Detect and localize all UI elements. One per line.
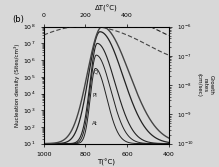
Text: Q: Q	[93, 69, 98, 74]
Y-axis label: Nucleation density (Sites/cm³): Nucleation density (Sites/cm³)	[14, 43, 20, 127]
Text: (b): (b)	[13, 15, 25, 24]
Text: At: At	[92, 121, 98, 126]
Text: Pl: Pl	[93, 93, 97, 98]
X-axis label: T(°C): T(°C)	[97, 158, 115, 165]
X-axis label: ΔT(°C): ΔT(°C)	[95, 5, 118, 12]
Y-axis label: Growth
rates
(cm/sec): Growth rates (cm/sec)	[197, 73, 213, 97]
